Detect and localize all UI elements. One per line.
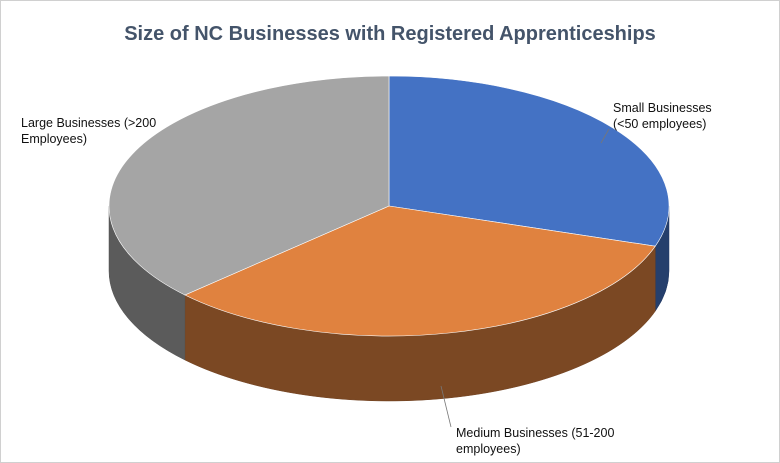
leader-line [440, 385, 452, 428]
slice-label: Large Businesses (>200 Employees) [21, 116, 157, 146]
leader-line [600, 128, 610, 144]
slice [388, 75, 670, 247]
chart-title: Size of NC Businesses with Registered Ap… [124, 23, 656, 45]
slice [108, 75, 390, 296]
slice-label: Small Businesses (<50 employees) [613, 101, 712, 131]
slice-label: Medium Businesses (51-200 employees) [456, 426, 615, 456]
slice [184, 205, 656, 337]
